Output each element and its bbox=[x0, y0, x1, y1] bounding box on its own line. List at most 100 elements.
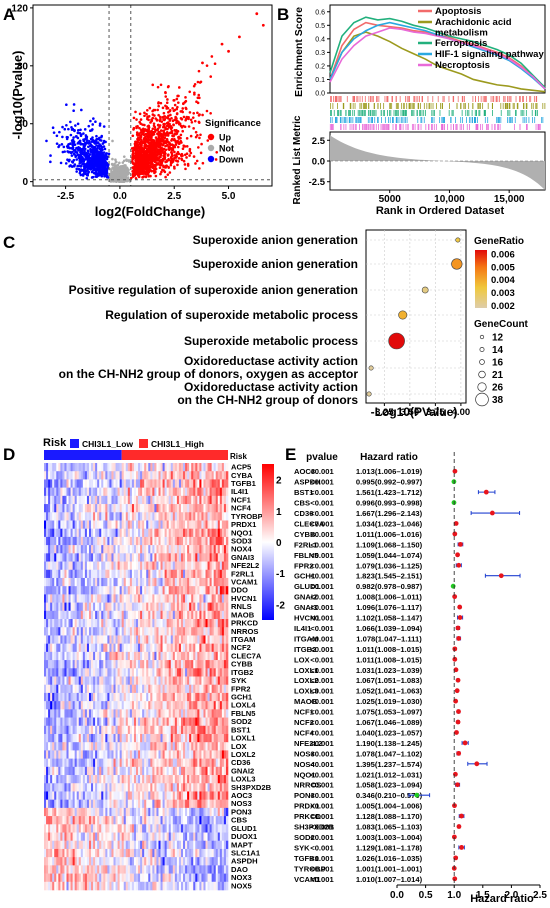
heatmap-cell bbox=[46, 553, 49, 562]
heatmap-cell bbox=[150, 504, 153, 513]
heatmap-cell bbox=[152, 463, 155, 472]
heatmap-cell bbox=[193, 487, 196, 497]
heatmap-cell bbox=[217, 577, 221, 587]
heatmap-cell bbox=[113, 569, 116, 579]
volcano-point-up bbox=[162, 164, 165, 168]
volcano-point-up bbox=[155, 138, 158, 142]
heatmap-cell bbox=[142, 545, 145, 554]
heatmap-cell bbox=[91, 504, 94, 513]
heatmap-cell bbox=[136, 610, 139, 620]
heatmap-cell bbox=[140, 512, 143, 521]
heatmap-cell bbox=[209, 487, 212, 497]
heatmap-cell bbox=[78, 479, 82, 488]
heatmap-cell bbox=[117, 619, 120, 628]
heatmap-cell bbox=[48, 577, 51, 587]
heatmap-cell bbox=[70, 619, 73, 628]
volcano-point-up bbox=[194, 135, 198, 139]
heatmap-cell bbox=[95, 610, 98, 620]
heatmap-cell bbox=[115, 569, 118, 579]
metric-tick-label: 2.5 bbox=[312, 136, 326, 147]
heatmap-cell bbox=[183, 512, 186, 521]
heatmap-cell bbox=[180, 504, 184, 513]
heatmap-cell bbox=[125, 528, 129, 538]
heatmap-cell bbox=[213, 545, 217, 554]
volcano-point-up bbox=[177, 101, 180, 104]
heatmap-cell bbox=[60, 479, 63, 488]
volcano-point-up bbox=[183, 163, 187, 166]
heatmap-cell bbox=[82, 495, 86, 505]
volcano-point-up bbox=[162, 147, 166, 151]
heatmap-cell bbox=[119, 586, 122, 595]
volcano-point-not bbox=[117, 167, 120, 171]
heatmap-cell bbox=[152, 528, 155, 538]
heatmap-cell bbox=[195, 627, 198, 636]
heatmap-cell bbox=[117, 627, 120, 636]
heatmap-cell bbox=[193, 528, 196, 538]
volcano-point-down bbox=[91, 175, 95, 179]
heatmap-cell bbox=[215, 520, 219, 529]
heatmap-cell bbox=[166, 610, 170, 620]
heatmap-cell bbox=[56, 520, 59, 529]
heatmap-cell bbox=[140, 545, 143, 554]
heatmap-cell bbox=[46, 520, 49, 529]
heatmap-cell bbox=[68, 545, 71, 554]
heatmap-cell bbox=[88, 619, 92, 628]
heatmap-cell bbox=[221, 479, 225, 488]
heatmap-cell bbox=[80, 594, 84, 603]
heatmap-cell bbox=[138, 495, 141, 505]
legend-label-3: Ferroptosis bbox=[435, 38, 487, 49]
heatmap-cell bbox=[178, 561, 182, 571]
heatmap-cell bbox=[172, 528, 176, 538]
heatmap-cell bbox=[84, 528, 88, 538]
heatmap-cell bbox=[44, 471, 47, 480]
heatmap-cell bbox=[125, 495, 129, 505]
heatmap-cell bbox=[66, 569, 69, 579]
heatmap-cell bbox=[127, 553, 131, 562]
volcano-point-up bbox=[182, 124, 185, 128]
heatmap-cell bbox=[88, 627, 92, 636]
genecount-label: 21 bbox=[492, 370, 504, 381]
heatmap-cell bbox=[170, 553, 174, 562]
heatmap-cell bbox=[133, 602, 137, 612]
heatmap-cell bbox=[150, 602, 153, 612]
heatmap-cell bbox=[219, 471, 223, 480]
heatmap-cell bbox=[72, 504, 75, 513]
heatmap-cell bbox=[56, 610, 59, 620]
heatmap-cell bbox=[211, 536, 214, 546]
heatmap-cell bbox=[52, 520, 55, 529]
heatmap-cell bbox=[215, 602, 219, 612]
genecount-swatch bbox=[479, 359, 485, 365]
heatmap-cell bbox=[127, 569, 131, 579]
genecount-label: 12 bbox=[492, 333, 504, 344]
heatmap-cell bbox=[136, 512, 139, 521]
volcano-point-up bbox=[136, 166, 140, 169]
heatmap-cell bbox=[93, 610, 96, 620]
heatmap-cell bbox=[203, 463, 206, 472]
heatmap-cell bbox=[56, 577, 59, 587]
heatmap-cell bbox=[101, 594, 104, 603]
heatmap-cell bbox=[60, 487, 63, 497]
heatmap-cell bbox=[101, 520, 104, 529]
volcano-point-up bbox=[161, 106, 165, 110]
heatmap-cell bbox=[148, 471, 151, 480]
heatmap-cell bbox=[70, 594, 73, 603]
volcano-point-up bbox=[158, 159, 161, 163]
heatmap-cell bbox=[56, 553, 59, 562]
generatio-tick-label: 0.004 bbox=[491, 275, 515, 286]
volcano-point-up bbox=[152, 122, 156, 125]
heatmap-cell bbox=[93, 586, 96, 595]
heatmap-cell bbox=[197, 487, 200, 497]
heatmap-cell bbox=[101, 545, 104, 554]
volcano-point-up bbox=[147, 156, 151, 160]
volcano-point-down bbox=[72, 103, 76, 106]
heatmap-cell bbox=[82, 528, 86, 538]
heatmap-cell bbox=[58, 569, 61, 579]
heatmap-cell bbox=[127, 627, 131, 636]
heatmap-cell bbox=[111, 471, 114, 480]
heatmap-cell bbox=[54, 561, 57, 571]
heatmap-cell bbox=[105, 545, 108, 554]
heatmap-cell bbox=[221, 627, 225, 636]
heatmap-cell bbox=[97, 610, 100, 620]
heatmap-cell bbox=[44, 594, 47, 603]
heatmap-cell bbox=[178, 545, 182, 554]
